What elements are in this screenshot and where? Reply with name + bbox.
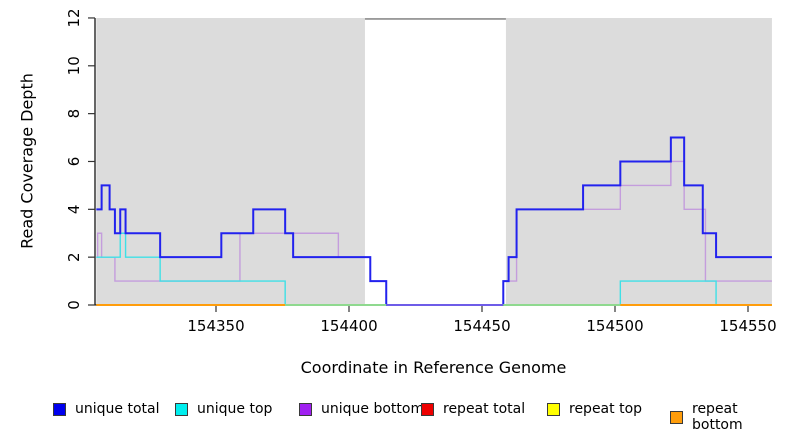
x-tick-label: 154500 <box>586 317 643 335</box>
legend-item-repeat-bottom: repeat bottom <box>670 401 792 432</box>
y-tick-label: 12 <box>65 8 83 27</box>
x-tick-label: 154350 <box>187 317 244 335</box>
y-tick-label: 10 <box>65 56 83 75</box>
legend-label: repeat total <box>443 401 526 417</box>
legend-swatch-unique-top <box>175 402 188 416</box>
legend-item-unique-top: unique top <box>175 401 272 417</box>
legend-swatch-repeat-bottom <box>670 410 683 424</box>
y-tick-label: 0 <box>65 300 83 310</box>
legend-label: unique total <box>75 401 160 417</box>
legend-swatch-unique-total <box>53 402 66 416</box>
y-tick-label: 4 <box>65 205 83 215</box>
legend-swatch-repeat-total <box>421 402 434 416</box>
legend-swatch-unique-bottom <box>299 402 312 416</box>
x-tick-label: 154550 <box>719 317 776 335</box>
legend-item-repeat-top: repeat top <box>547 401 642 417</box>
y-tick-label: 6 <box>65 157 83 167</box>
legend-item-repeat-total: repeat total <box>421 401 525 417</box>
x-tick-label: 154400 <box>320 317 377 335</box>
y-tick-label: 8 <box>65 109 83 119</box>
y-axis-title: Read Coverage Depth <box>17 73 37 249</box>
repeat-region-shading-left <box>96 18 365 305</box>
y-tick-label: 2 <box>65 252 83 262</box>
x-axis-title: Coordinate in Reference Genome <box>300 358 567 377</box>
legend-label: unique top <box>197 401 273 417</box>
legend-label: repeat bottom <box>692 401 743 432</box>
legend-label: repeat top <box>569 401 643 417</box>
legend-label: unique bottom <box>321 401 425 417</box>
x-tick-label: 154450 <box>453 317 510 335</box>
legend-swatch-repeat-top <box>547 402 560 416</box>
legend-item-unique-bottom: unique bottom <box>299 401 424 417</box>
series-unique-total <box>96 136 772 306</box>
legend-item-unique-total: unique total <box>53 401 159 417</box>
